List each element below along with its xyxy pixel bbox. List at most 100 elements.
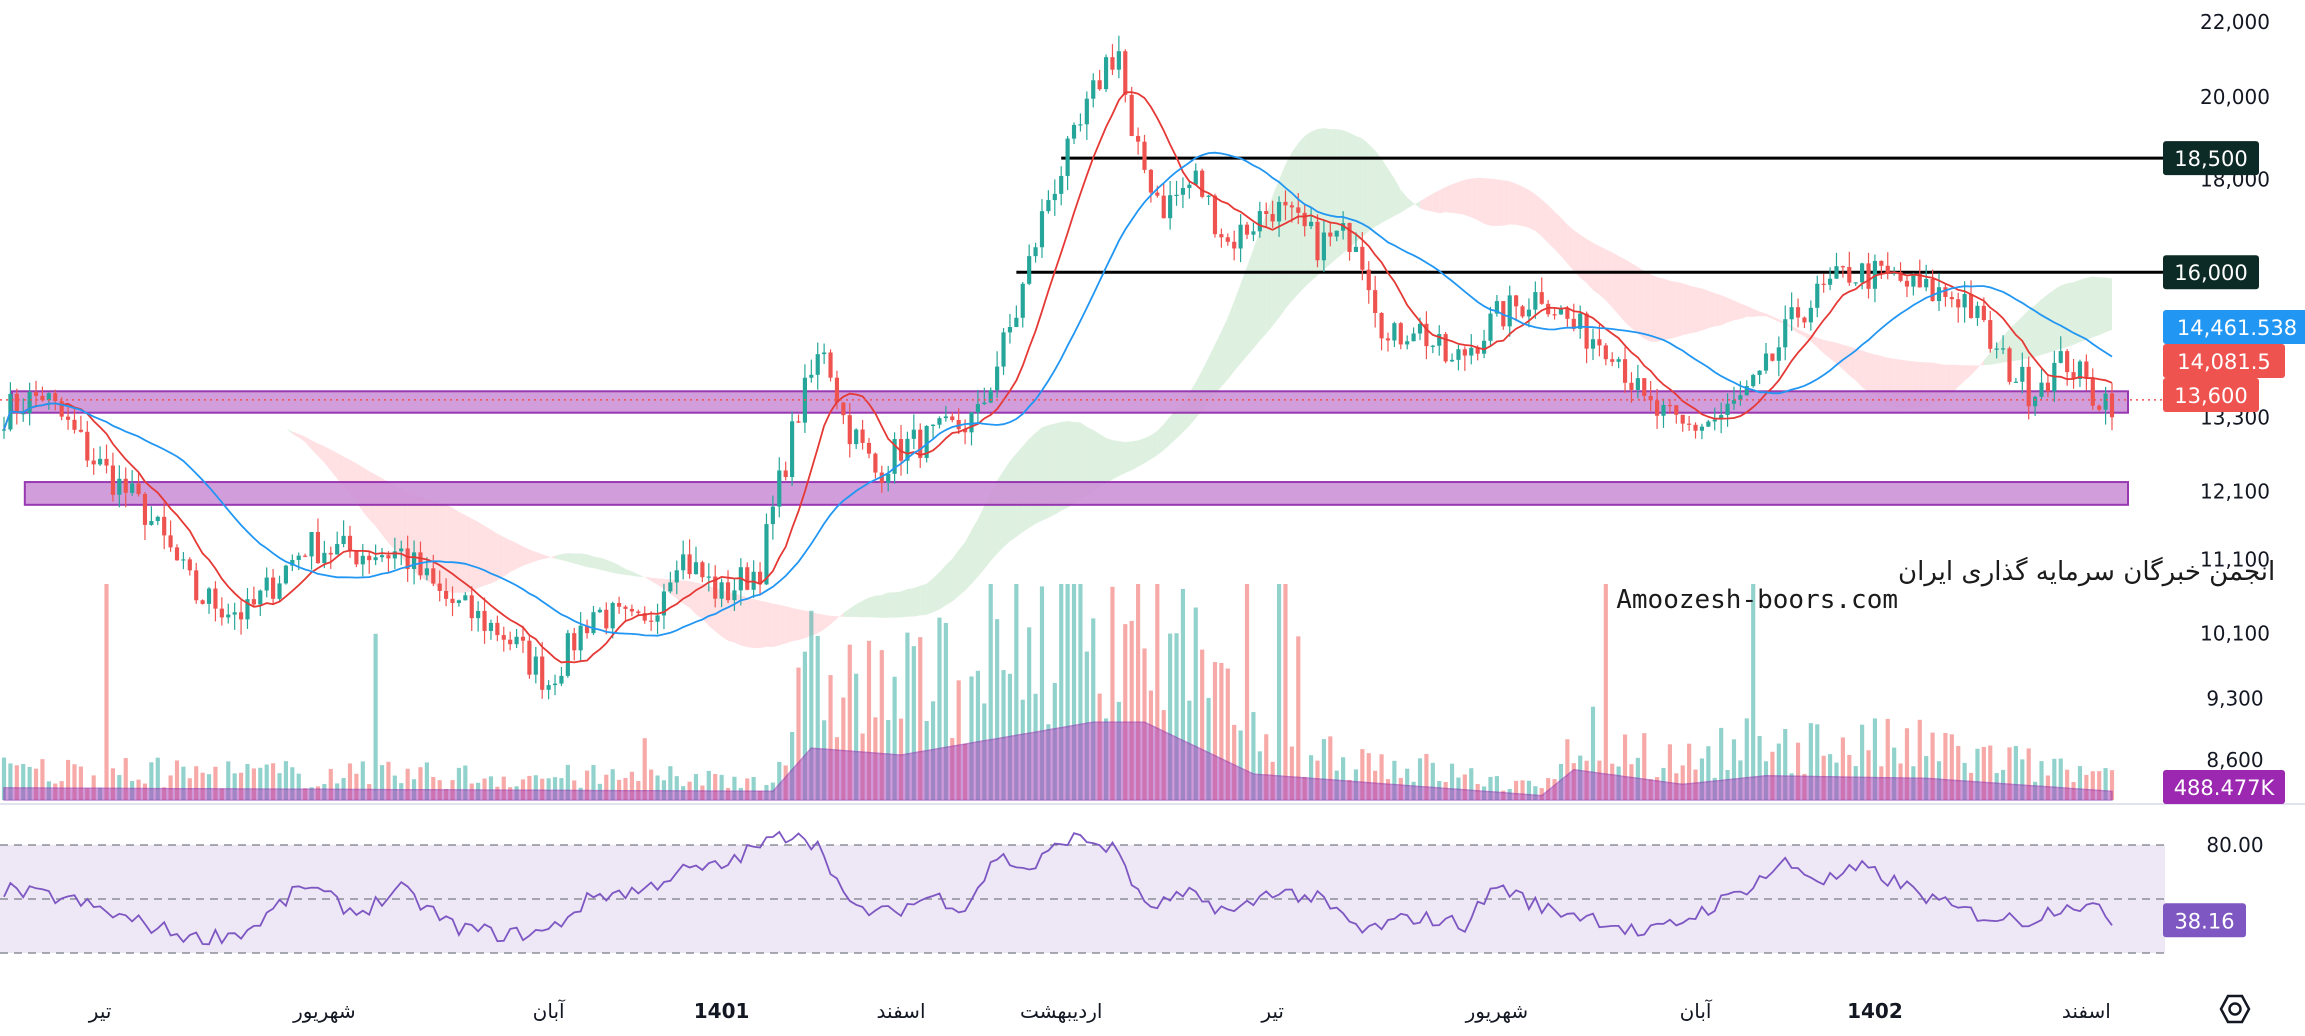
candle-body [444,590,449,599]
candle-body [668,582,673,592]
volume-bar [1885,718,1890,800]
cloud-segment [324,446,331,471]
candle-body [969,412,974,433]
candle-body [1751,374,1756,387]
cloud-segment [1580,234,1587,284]
candle-body [636,611,641,614]
volume-bar [1667,744,1672,800]
candle-body [1975,305,1980,318]
volume-bar [1212,662,1218,800]
ma-fast-line [3,91,2113,664]
cloud-segment [1298,136,1305,294]
candle-body [841,402,846,416]
cloud-segment [1810,335,1818,348]
candle-body [1847,267,1852,283]
volume-bar [1405,768,1410,800]
candle-body [1488,313,1493,341]
candle-body [341,535,346,545]
cloud-segment [458,511,466,593]
volume-bar [1392,760,1397,800]
volume-bar [360,761,365,800]
cloud-segment [1862,350,1869,392]
time-axis-label: تیر [1260,999,1284,1023]
candle-body [46,393,51,401]
candle-body [1648,395,1653,401]
candle-body [719,582,724,599]
candle-body [1353,246,1359,252]
cloud-segment [1503,180,1510,226]
volume-bar [1001,670,1006,800]
cloud-segment [631,571,639,577]
cloud-segment [510,540,517,573]
candle-body [655,615,660,622]
cloud-segment [1464,178,1472,218]
volume-bar [149,762,154,800]
cloud-segment [894,591,902,618]
time-axis-label: تیر [88,999,112,1023]
candle-body [405,548,410,569]
candle-body [713,576,718,599]
candle-body [142,494,148,525]
volume-panel [1,584,2115,801]
volume-bar [1795,742,1801,800]
candle-body [578,625,583,651]
candle-body [1206,195,1211,197]
candle-body [591,612,596,634]
volume-bar [251,768,256,800]
candle-body [1827,278,1833,285]
volume-bar [290,767,295,800]
ma-slow-line [3,151,2113,637]
cloud-segment [1964,365,1972,381]
time-axis-label: شهریور [292,999,356,1023]
cloud-segment [1234,283,1241,372]
volume-bar [1206,697,1211,800]
candle-body [424,568,429,576]
candle-body [1757,370,1762,375]
rsi-value-badge-text: 38.16 [2174,909,2234,933]
volume-bar [1328,736,1333,800]
volume-bar [546,778,551,800]
cloud-segment [1227,301,1235,380]
candle-body [1552,314,1557,316]
cloud-segment [1663,278,1670,340]
settings-icon[interactable] [2218,992,2252,1026]
time-axis-label: آبان [1680,998,1713,1023]
cloud-segment [2092,276,2100,338]
volume-bar [661,780,667,800]
price-axis[interactable]: 22,00020,00018,00013,30012,10011,10010,1… [2200,10,2270,857]
candle-body [2097,405,2102,410]
cloud-segment [1657,277,1664,342]
candle-body [1379,312,1384,339]
candle-body [886,473,891,483]
volume-bar [1917,719,1922,800]
candle-body [290,559,295,566]
candle-body [1904,280,1910,287]
ichimoku-cloud [170,128,2112,649]
cloud-segment [760,600,767,649]
candle-body [2045,382,2051,392]
cloud-segment [1272,179,1280,326]
volume-bar [431,777,436,800]
candle-body [476,610,481,619]
volume-bar [1622,734,1628,800]
candle-body [238,612,244,620]
rsi-value-badge [2163,903,2246,938]
volume-bar [296,773,301,800]
price-tick-label: 22,000 [2200,10,2270,34]
time-axis[interactable]: تیر شهریور آبان 1401 اسفند اردیبهشت تیر شهریور آ… [88,998,2111,1023]
volume-bar [956,680,961,800]
volume-bar [2109,770,2115,800]
volume-bar [1930,732,1935,800]
candle-body [162,516,167,536]
cloud-segment [337,452,344,487]
volume-bar [841,697,846,800]
volume-bar [1514,780,1519,800]
cloud-segment [1394,178,1401,216]
candle-body [1020,283,1025,318]
candle-body [572,633,577,651]
cloud-segment [1368,143,1376,232]
candle-body [879,472,884,483]
cloud-segment [1426,193,1433,212]
volume-bar [1309,755,1314,800]
